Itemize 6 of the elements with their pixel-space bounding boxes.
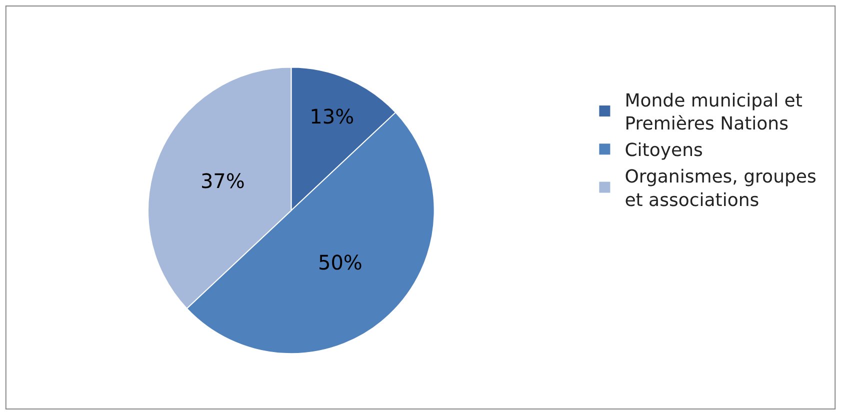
data-label: 13% [310, 104, 354, 128]
legend-label: Monde municipal et Premières Nations [624, 90, 802, 135]
data-label: 50% [318, 250, 362, 275]
legend-label: Organismes, groupes et associations [624, 166, 816, 211]
data-label: 37% [200, 168, 245, 193]
legend-label: Citoyens [624, 140, 703, 162]
